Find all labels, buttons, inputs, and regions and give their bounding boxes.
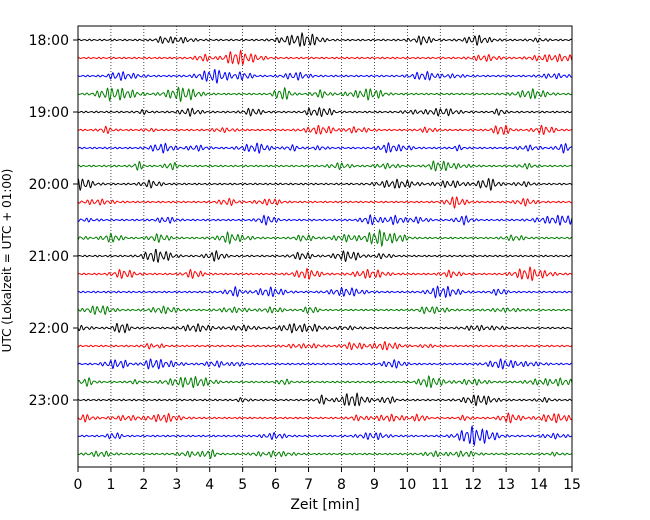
trace-1915 (78, 124, 573, 135)
x-tick-label: 4 (205, 477, 214, 493)
trace-1900 (77, 106, 573, 118)
x-tick-label: 7 (304, 477, 313, 493)
trace-2330 (77, 425, 573, 447)
trace-2315 (77, 412, 573, 424)
trace-1845 (77, 86, 573, 103)
x-tick-label: 2 (139, 477, 148, 493)
trace-2045 (77, 228, 573, 248)
x-tick-label: 1 (106, 477, 115, 493)
trace-2130 (77, 285, 573, 299)
x-tick-label: 6 (271, 477, 280, 493)
trace-2230 (77, 358, 573, 370)
trace-layer (77, 31, 573, 459)
x-tick-label: 15 (563, 477, 581, 493)
trace-2300 (77, 392, 573, 407)
trace-2015 (77, 196, 573, 210)
trace-2000 (77, 177, 573, 192)
y-tick-label: 19:00 (29, 105, 69, 121)
trace-2200 (77, 322, 573, 334)
y-tick-label: 21:00 (29, 249, 69, 265)
trace-1930 (77, 141, 573, 154)
trace-1800 (77, 31, 573, 48)
trace-2100 (77, 248, 573, 263)
y-axis-label: UTC (Lokalzeit = UTC + 01:00) (0, 169, 14, 353)
x-tick-label: 9 (370, 477, 379, 493)
trace-1830 (77, 69, 573, 84)
y-tick-label: 22:00 (29, 321, 69, 337)
x-axis-label: Zeit [min] (290, 497, 359, 513)
x-tick-label: 13 (497, 477, 515, 493)
x-tick-label: 3 (172, 477, 181, 493)
y-tick-label: 23:00 (29, 393, 69, 409)
trace-1945 (77, 160, 573, 172)
x-tick-label: 5 (238, 477, 247, 493)
x-tick-label: 12 (464, 477, 482, 493)
y-tick-label: 18:00 (29, 33, 69, 49)
trace-2345 (77, 449, 573, 459)
trace-2245 (77, 375, 573, 389)
plot-frame (77, 25, 573, 468)
x-axis-ticks: 0 1 2 3 4 5 6 7 8 9 10 11 12 13 14 15 (74, 467, 581, 493)
x-tick-label: 11 (431, 477, 449, 493)
y-tick-label: 20:00 (29, 177, 69, 193)
trace-2215 (77, 341, 573, 351)
x-tick-label: 0 (74, 477, 83, 493)
trace-1815 (77, 49, 573, 66)
y-axis-ticks: 18:00 19:00 20:00 21:00 22:00 23:00 (29, 33, 78, 409)
trace-2030 (77, 213, 573, 226)
trace-2145 (77, 305, 572, 316)
x-tick-label: 10 (398, 477, 416, 493)
trace-2115 (77, 265, 573, 282)
x-tick-label: 14 (530, 477, 548, 493)
x-tick-label: 8 (337, 477, 346, 493)
